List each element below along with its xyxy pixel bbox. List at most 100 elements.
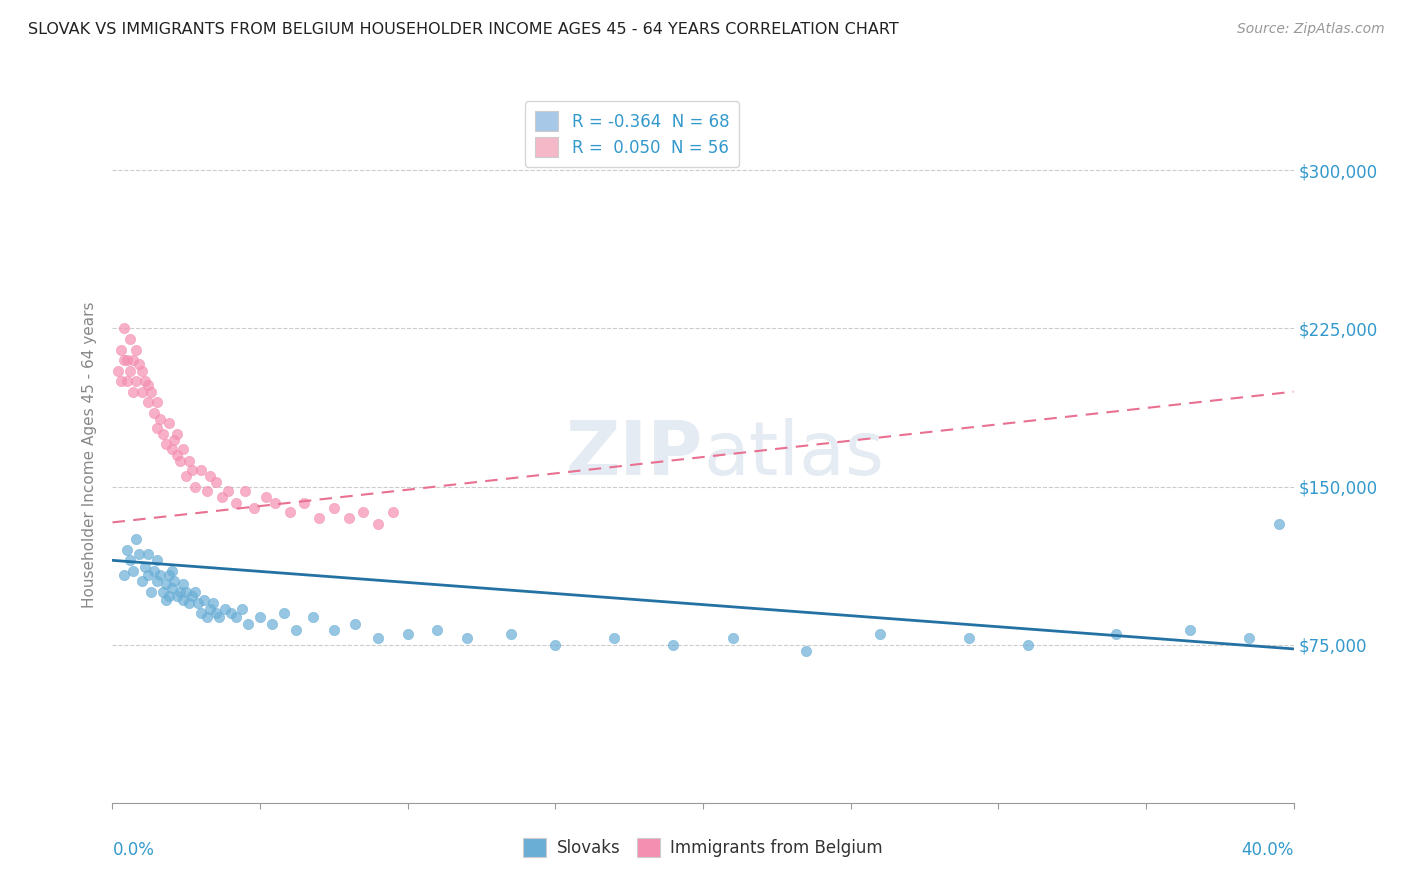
Point (198, 602, 221, 616)
Point (456, 632, 478, 646)
Point (160, 581, 183, 595)
Point (292, 496, 315, 510)
Point (136, 395, 159, 409)
Text: SLOVAK VS IMMIGRANTS FROM BELGIUM HOUSEHOLDER INCOME AGES 45 - 64 YEARS CORRELAT: SLOVAK VS IMMIGRANTS FROM BELGIUM HOUSEH… (28, 22, 898, 37)
Point (166, 448, 188, 462)
Point (233, 483, 256, 498)
Point (603, 632, 626, 646)
Point (136, 568, 159, 582)
Point (152, 426, 174, 441)
Point (122, 384, 145, 399)
Text: Source: ZipAtlas.com: Source: ZipAtlas.com (1237, 22, 1385, 37)
Point (122, 353, 145, 368)
Point (136, 378, 159, 392)
Point (501, 627, 523, 641)
Text: ZIP: ZIP (565, 418, 703, 491)
Point (284, 623, 307, 637)
Point (426, 623, 449, 637)
Point (166, 589, 188, 603)
Point (155, 593, 177, 607)
Point (957, 632, 980, 646)
Point (231, 602, 253, 616)
Point (382, 505, 405, 519)
Point (193, 593, 215, 607)
Point (146, 574, 169, 589)
Point (1239, 632, 1261, 646)
Point (352, 505, 374, 519)
Point (208, 610, 231, 624)
Point (146, 553, 169, 567)
Point (721, 632, 744, 646)
Point (128, 547, 150, 561)
Point (117, 542, 138, 557)
Point (1268, 517, 1291, 532)
Point (120, 332, 142, 346)
Point (190, 463, 212, 477)
Point (139, 585, 162, 599)
Point (225, 610, 247, 624)
Point (174, 585, 197, 599)
Point (396, 627, 419, 641)
Point (662, 638, 685, 652)
Point (125, 343, 148, 357)
Point (195, 483, 218, 498)
Point (205, 475, 228, 490)
Point (205, 606, 228, 620)
Point (181, 589, 204, 603)
Point (1105, 627, 1128, 641)
Point (367, 632, 389, 646)
Legend: Slovaks, Immigrants from Belgium: Slovaks, Immigrants from Belgium (516, 831, 890, 864)
Point (195, 610, 218, 624)
Point (122, 564, 145, 578)
Point (343, 616, 366, 631)
Point (214, 602, 236, 616)
Point (125, 533, 148, 547)
Point (190, 606, 212, 620)
Point (117, 374, 138, 388)
Point (243, 500, 266, 515)
Point (308, 511, 330, 525)
Point (112, 568, 135, 582)
Point (367, 517, 389, 532)
Point (155, 576, 177, 591)
Point (134, 559, 156, 574)
Point (136, 547, 159, 561)
Point (112, 321, 135, 335)
Point (323, 500, 346, 515)
Point (323, 623, 346, 637)
Point (260, 616, 283, 631)
Point (160, 564, 183, 578)
Point (179, 595, 201, 609)
Point (169, 454, 191, 468)
Point (238, 616, 260, 631)
Point (273, 606, 295, 620)
Point (1017, 638, 1039, 652)
Point (149, 412, 172, 426)
Point (174, 469, 197, 483)
Point (264, 496, 287, 510)
Point (172, 593, 194, 607)
Point (187, 595, 209, 609)
Point (139, 384, 162, 399)
Point (169, 585, 191, 599)
Point (1178, 623, 1201, 637)
Point (201, 595, 224, 609)
Point (163, 574, 186, 589)
Point (157, 417, 180, 431)
Point (225, 496, 247, 510)
Point (117, 353, 138, 368)
Point (544, 638, 567, 652)
Point (796, 644, 818, 658)
Point (254, 490, 277, 504)
Point (142, 564, 165, 578)
Text: atlas: atlas (703, 418, 884, 491)
Point (120, 553, 142, 567)
Point (184, 479, 207, 493)
Point (157, 589, 180, 603)
Point (249, 610, 271, 624)
Point (198, 469, 221, 483)
Point (163, 433, 186, 447)
Point (278, 505, 301, 519)
Point (211, 490, 233, 504)
Point (149, 568, 172, 582)
